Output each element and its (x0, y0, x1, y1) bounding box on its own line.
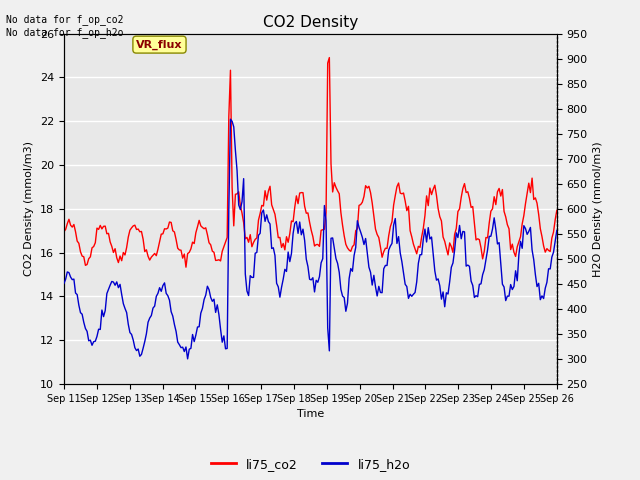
X-axis label: Time: Time (297, 409, 324, 419)
Text: No data for f_op_co2
No data for f_op_h2o: No data for f_op_co2 No data for f_op_h2… (6, 14, 124, 38)
Legend: li75_co2, li75_h2o: li75_co2, li75_h2o (205, 453, 415, 476)
Title: CO2 Density: CO2 Density (263, 15, 358, 30)
Y-axis label: H2O Density (mmol/m3): H2O Density (mmol/m3) (593, 141, 604, 276)
Y-axis label: CO2 Density (mmol/m3): CO2 Density (mmol/m3) (24, 141, 35, 276)
Text: VR_flux: VR_flux (136, 39, 183, 50)
